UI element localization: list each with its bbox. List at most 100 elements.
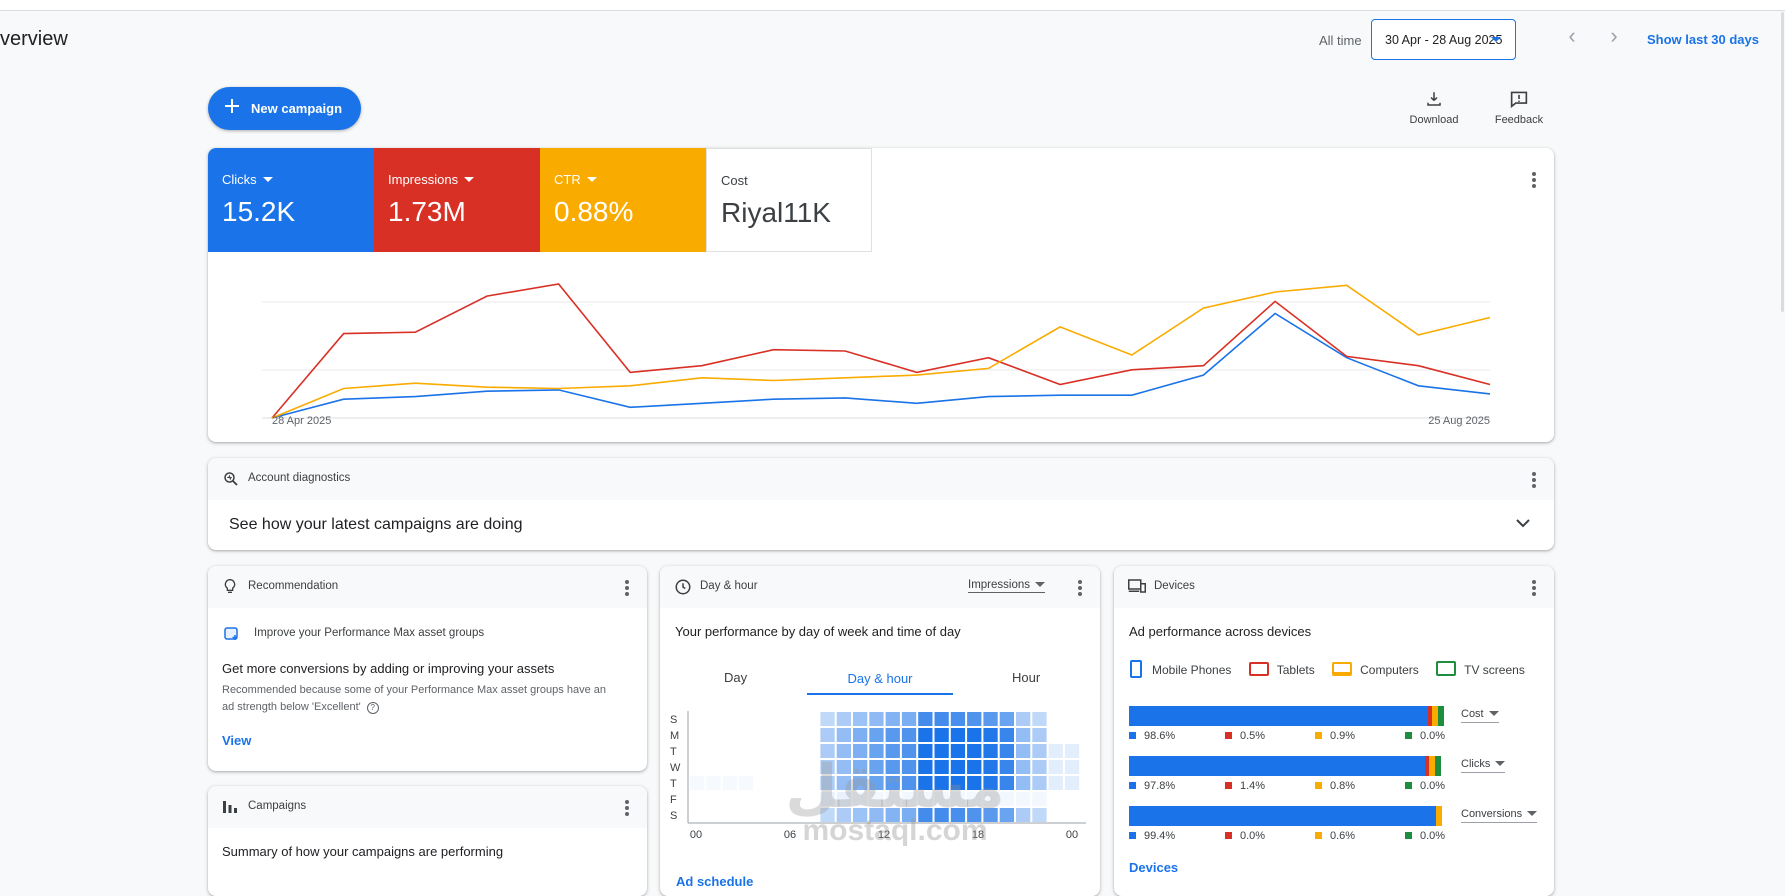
heatmap-cell — [1048, 744, 1063, 758]
heatmap-cell — [1032, 776, 1047, 790]
heatmap-cell — [869, 792, 884, 806]
heatmap-cell — [901, 776, 917, 790]
account-diagnostics-card: Account diagnostics See how your latest … — [208, 458, 1554, 550]
heatmap-cell — [918, 728, 933, 742]
heatmap-cell — [983, 776, 998, 790]
more-options-icon[interactable] — [1524, 578, 1544, 598]
legend-swatch — [1129, 732, 1136, 739]
page-scrollbar[interactable] — [1781, 12, 1784, 312]
heatmap-cell — [918, 776, 933, 790]
new-campaign-button[interactable]: New campaign — [208, 87, 361, 130]
device-share-label: 0.0% — [1225, 830, 1265, 842]
heatmap-day-label: F — [670, 794, 677, 806]
devices-link[interactable]: Devices — [1129, 860, 1179, 875]
device-share-segment — [1435, 756, 1442, 776]
help-icon[interactable]: ? — [366, 702, 379, 714]
heatmap-cell — [983, 792, 998, 806]
heatmap-cell — [967, 792, 982, 806]
show-last-30-days-link[interactable]: Show last 30 days — [1647, 32, 1759, 47]
computer-icon — [1332, 662, 1353, 676]
metric-ctr[interactable]: CTR 0.88% — [540, 148, 706, 252]
metric-cost[interactable]: Cost Riyal11K — [706, 148, 872, 252]
heatmap-cell — [901, 744, 917, 758]
device-metric-select[interactable]: Clicks — [1461, 758, 1506, 773]
performance-card: Clicks 15.2K Impressions 1.73M CTR 0.88%… — [208, 148, 1554, 442]
device-share-label: 97.8% — [1129, 780, 1175, 792]
legend-label: Mobile Phones — [1152, 663, 1232, 677]
device-share-bar — [1129, 756, 1444, 776]
legend-label: TV screens — [1464, 663, 1525, 677]
performance-chart: 28 Apr 2025 25 Aug 2025 — [262, 283, 1491, 427]
heatmap-cell — [820, 712, 835, 726]
heatmap-cell — [1016, 792, 1031, 806]
ad-schedule-link[interactable]: Ad schedule — [676, 874, 754, 889]
heatmap-cell — [820, 776, 835, 790]
heatmap-cell — [820, 760, 835, 774]
device-metric-label: Cost — [1461, 708, 1484, 720]
tab-hour[interactable]: Hour — [1012, 670, 1041, 685]
metric-select[interactable]: Impressions — [968, 579, 1045, 593]
heatmap-day-label: S — [670, 714, 677, 726]
device-metric-select[interactable]: Cost — [1461, 708, 1499, 723]
heatmap-cell — [999, 808, 1014, 822]
heatmap-cell — [836, 728, 851, 742]
recommendation-body-1: Recommended because some of your Perform… — [222, 684, 606, 696]
metric-value: 0.88% — [554, 196, 634, 227]
chevron-left-icon[interactable]: ‹ — [1568, 23, 1576, 48]
more-options-icon[interactable] — [1524, 170, 1544, 190]
more-options-icon[interactable] — [617, 578, 637, 598]
heatmap-cell — [999, 744, 1014, 758]
view-link[interactable]: View — [222, 733, 252, 748]
legend-swatch — [1315, 732, 1322, 739]
heatmap-cell — [836, 776, 851, 790]
campaigns-summary: Summary of how your campaigns are perfor… — [222, 844, 504, 859]
heatmap-cell — [967, 744, 982, 758]
metric-name: Clicks — [222, 172, 257, 187]
heatmap-cell — [869, 728, 884, 742]
heatmap-cell — [836, 760, 851, 774]
heatmap-cell — [934, 744, 949, 758]
more-options-icon[interactable] — [617, 798, 637, 818]
recommendation-body-2: ad strength below 'Excellent'? — [222, 701, 379, 714]
metric-impressions[interactable]: Impressions 1.73M — [374, 148, 540, 252]
heatmap-cell — [869, 744, 884, 758]
dayhour-subtitle: Your performance by day of week and time… — [675, 624, 961, 639]
heatmap-cell — [1032, 744, 1047, 758]
device-share-segment — [1431, 706, 1438, 726]
heatmap-cell — [885, 728, 900, 742]
metric-select-value: Impressions — [968, 579, 1030, 591]
heatmap-cell — [950, 808, 966, 822]
share-value: 0.0% — [1420, 830, 1446, 842]
tab-day-hour[interactable]: Day & hour — [807, 663, 953, 695]
tab-day[interactable]: Day — [724, 670, 748, 685]
chevron-right-icon[interactable]: › — [1610, 23, 1618, 48]
heatmap-cell — [1016, 760, 1031, 774]
feedback-button[interactable]: Feedback — [1489, 90, 1549, 126]
heatmap-cell — [885, 808, 900, 822]
dropdown-icon — [586, 177, 597, 182]
download-icon — [1404, 90, 1464, 111]
download-button[interactable]: Download — [1404, 90, 1464, 126]
dropdown-icon — [1527, 811, 1538, 816]
diagnostics-summary[interactable]: See how your latest campaigns are doing — [229, 516, 523, 533]
devices-subtitle: Ad performance across devices — [1129, 624, 1312, 639]
heatmap-cell — [853, 776, 868, 790]
expand-icon[interactable] — [1514, 516, 1532, 535]
recommendation-card: Recommendation Improve your Performance … — [208, 566, 647, 771]
heatmap-day-label: S — [670, 810, 677, 822]
heatmap-cell — [869, 776, 884, 790]
metric-name: Cost — [721, 173, 748, 188]
heatmap-cell — [706, 776, 721, 790]
device-metric-select[interactable]: Conversions — [1461, 808, 1538, 823]
dropdown-icon — [464, 177, 475, 182]
dropdown-icon — [1488, 711, 1499, 716]
heatmap-cell — [901, 808, 917, 822]
metric-clicks[interactable]: Clicks 15.2K — [208, 148, 374, 252]
recommendation-item[interactable]: Improve your Performance Max asset group… — [254, 627, 485, 639]
heatmap-cell — [885, 760, 900, 774]
more-options-icon[interactable] — [1070, 578, 1090, 598]
metric-name: Impressions — [388, 172, 459, 187]
heatmap-cell — [722, 776, 737, 790]
date-range-picker[interactable]: 30 Apr - 28 Aug 2025 — [1371, 19, 1516, 60]
more-options-icon[interactable] — [1524, 470, 1544, 490]
